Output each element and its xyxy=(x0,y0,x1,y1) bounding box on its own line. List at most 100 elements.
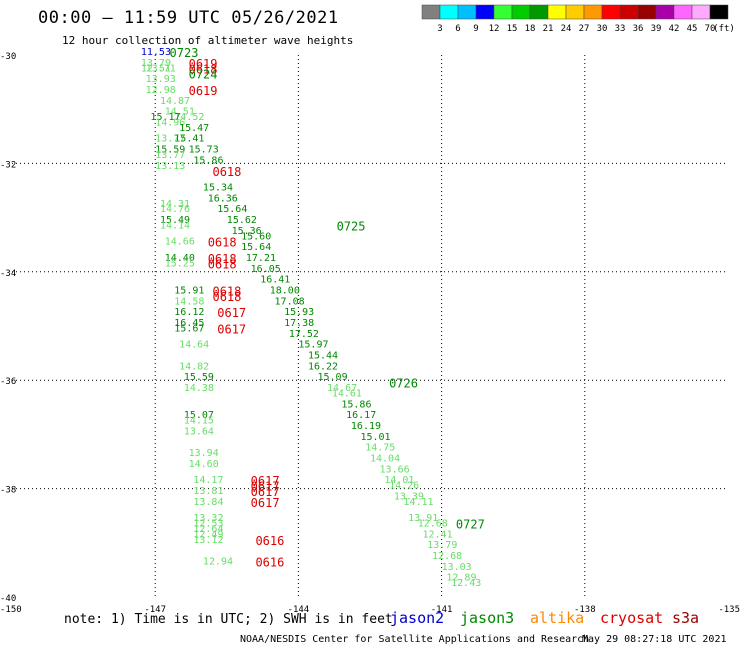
legend-label: 27 xyxy=(579,24,590,34)
pass-time-label: 0617 xyxy=(251,496,280,510)
wave-height-value: 14.17 xyxy=(193,475,223,486)
axis-ticks: -150 -147 -144 -141 -138 -135 -30 -32 -34 -36 -38 -… xyxy=(0,52,740,615)
legend-swatch xyxy=(565,4,585,20)
wave-height-value: 12.53 xyxy=(193,519,223,530)
wave-height-value: 14.01 xyxy=(384,475,414,486)
wave-height-value: 15.01 xyxy=(360,432,390,443)
legend-swatch xyxy=(691,4,711,20)
lon-tick-label: -138 xyxy=(574,605,596,615)
wave-height-value: 14.87 xyxy=(160,96,190,107)
wave-height-value: 15.07 xyxy=(184,410,214,421)
lon-tick-label: -141 xyxy=(431,605,453,615)
wave-height-value: 12.49 xyxy=(193,529,223,540)
wave-height-value: 15.44 xyxy=(308,351,338,362)
wave-height-value: 13.32 xyxy=(193,513,223,524)
wave-height-value: 13.81 xyxy=(193,486,223,497)
wave-height-value: 14.52 xyxy=(174,112,204,123)
wave-height-value: 15.86 xyxy=(341,399,371,410)
wave-height-value: 15.64 xyxy=(241,242,271,253)
legend-swatch xyxy=(619,4,639,20)
wave-height-value: 14.67 xyxy=(327,383,357,394)
wave-height-value: 13.94 xyxy=(189,448,219,459)
pass-time-label: 0724 xyxy=(189,68,218,82)
lat-tick-label: -30 xyxy=(0,52,16,62)
pass-time-label: 0617 xyxy=(217,322,246,336)
wave-height-value: 15.36 xyxy=(232,226,262,237)
legend-label: 42 xyxy=(669,24,680,34)
wave-height-value: 13.84 xyxy=(193,497,223,508)
wave-height-value: 12.98 xyxy=(146,85,176,96)
wave-height-value: 15.49 xyxy=(160,215,190,226)
wave-height-value: 16.22 xyxy=(308,361,338,372)
legend-label: 30 xyxy=(597,24,608,34)
wave-height-value: 15.17 xyxy=(150,112,180,123)
legend-swatch xyxy=(511,4,531,20)
legend-swatch xyxy=(457,4,477,20)
credit-text: NOAA/NESDIS Center for Satellite Applica… xyxy=(240,634,590,645)
wave-height-value: 13.91 xyxy=(408,513,438,524)
pass-time-label: 0723 xyxy=(170,46,199,60)
pass-time-label: 0618 xyxy=(208,257,237,271)
pass-time-label: 0617 xyxy=(251,480,280,494)
wave-height-value: 14.38 xyxy=(184,383,214,394)
legend-label: 12 xyxy=(489,24,500,34)
legend-swatch xyxy=(673,4,693,20)
wave-height-value: 18.00 xyxy=(270,285,300,296)
legend-swatch xyxy=(709,4,729,20)
wave-height-value: 12.68 xyxy=(432,551,462,562)
timestamp-text: May 29 08:27:18 UTC 2021 xyxy=(582,634,727,645)
wave-height-value: 15.41 xyxy=(174,134,204,145)
wave-height-value: 15.34 xyxy=(203,183,233,194)
pass-time-label: 0617 xyxy=(251,474,280,488)
legend-swatch xyxy=(493,4,513,20)
wave-height-value: 15.09 xyxy=(317,372,347,383)
pass-time-label: 0619 xyxy=(189,84,218,98)
wave-height-value: 15.91 xyxy=(174,285,204,296)
wave-height-value: 12.43 xyxy=(451,578,481,589)
wave-height-value: 15.47 xyxy=(179,123,209,134)
wave-height-value: 15.86 xyxy=(193,155,223,166)
pass-time-label: 0617 xyxy=(217,306,246,320)
legend-label: 45 xyxy=(687,24,698,34)
wave-height-value: 13.66 xyxy=(380,464,410,475)
wave-height-value: 13.79 xyxy=(427,540,457,551)
pass-time-label: 0618 xyxy=(208,236,237,250)
wave-height-value: 16.17 xyxy=(346,410,376,421)
wave-height-value: 15.67 xyxy=(174,323,204,334)
legend-swatch xyxy=(637,4,657,20)
wave-height-value: 15.93 xyxy=(284,307,314,318)
wave-height-value: 14.15 xyxy=(184,416,214,427)
lon-tick-label: -150 xyxy=(0,605,22,615)
wave-height-value: 14.11 xyxy=(403,497,433,508)
wave-height-value: 14.66 xyxy=(165,237,195,248)
sat-s3a: s3a xyxy=(672,609,700,627)
legend-label: 3 xyxy=(437,24,442,34)
wave-height-value: 13.77 xyxy=(155,150,185,161)
legend-label: 24 xyxy=(561,24,572,34)
wave-height-value: 16.05 xyxy=(251,264,281,275)
legend-label: 33 xyxy=(615,24,626,34)
wave-height-value: 17.21 xyxy=(246,253,276,264)
legend-swatch xyxy=(529,4,549,20)
page-subtitle: 12 hour collection of altimeter wave hei… xyxy=(62,34,354,47)
pass-time-label: 0616 xyxy=(255,555,284,569)
wave-height-points: 11.5313.7912.5113.7113.9312.9814.8714.51… xyxy=(141,47,481,589)
wave-height-value: 14.14 xyxy=(160,220,190,231)
pass-time-label: 0618 xyxy=(212,165,241,179)
wave-height-value: 16.36 xyxy=(208,193,238,204)
legend-swatch xyxy=(439,4,459,20)
wave-height-value: 14.31 xyxy=(160,199,190,210)
lat-tick-label: -38 xyxy=(0,486,16,496)
pass-time-label: 0619 xyxy=(189,57,218,71)
pass-time-labels: 0723061906180724061906180725061806180618… xyxy=(170,46,485,569)
wave-height-value: 12.51 xyxy=(141,63,171,74)
color-legend: 3 6 9 12 15 18 21 24 27 30 33 36 39 42 45 70(ft) xyxy=(421,4,735,34)
pass-time-label: 0616 xyxy=(255,534,284,548)
lat-tick-label: -32 xyxy=(0,160,16,170)
lon-tick-label: -135 xyxy=(718,605,740,615)
pass-time-label: 0725 xyxy=(337,219,366,233)
wave-height-value: 13.13 xyxy=(155,161,185,172)
wave-height-value: 16.45 xyxy=(174,318,204,329)
wave-height-value: 12.64 xyxy=(193,524,223,535)
